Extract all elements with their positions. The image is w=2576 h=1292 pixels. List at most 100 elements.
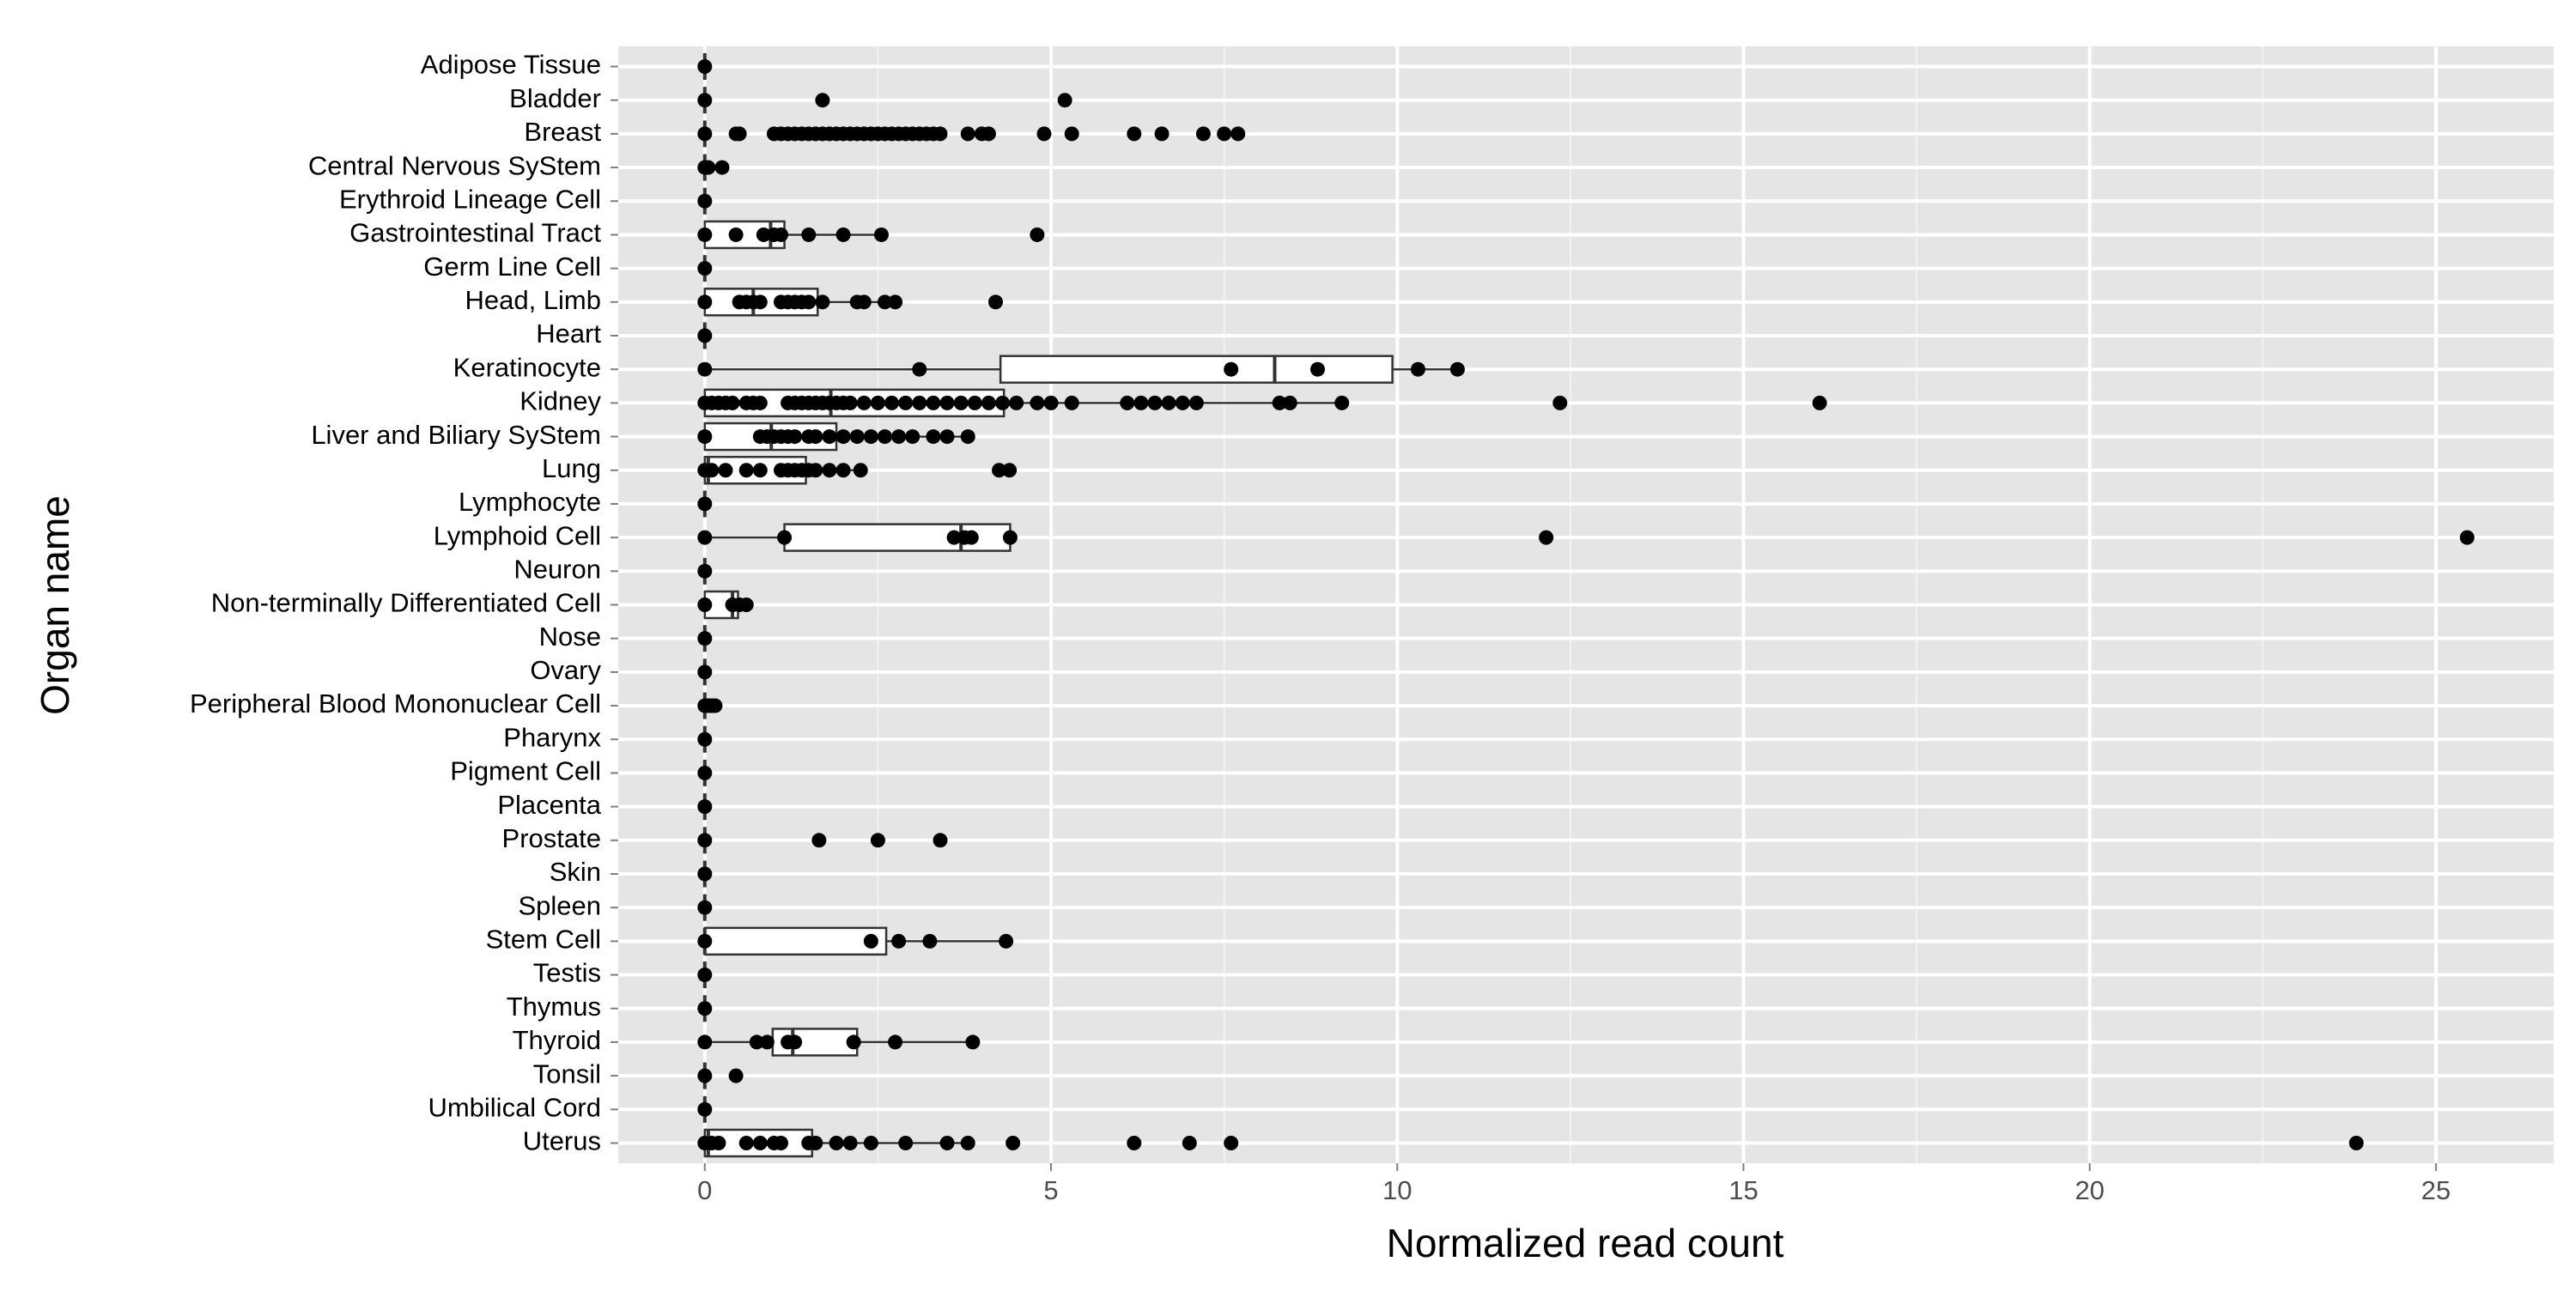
y-tick-label: Bladder [509,83,601,113]
point [835,227,851,242]
y-tick-label: Pharynx [503,722,601,752]
point [697,1034,713,1050]
y-tick-label: Kidney [519,386,601,416]
point [1002,463,1018,478]
point [1005,1135,1021,1150]
point [898,1135,914,1150]
y-tick-label: Tonsil [533,1058,601,1089]
y-tick-label: Head, Limb [465,285,601,315]
point [756,227,771,242]
point [801,227,817,242]
point [697,563,713,579]
point [801,294,817,310]
point [1154,126,1170,142]
point [1449,361,1465,377]
point [697,261,713,276]
point [697,496,713,512]
point [697,597,713,612]
point [2348,1135,2364,1150]
point [808,429,823,445]
point [960,429,975,445]
point [697,1068,713,1083]
y-tick-label: Thyroid [513,1025,601,1055]
point [697,833,713,848]
point [884,395,900,410]
point [815,93,830,108]
x-tick-label: 15 [1728,1175,1758,1205]
point [808,463,823,478]
point [877,294,892,310]
x-tick-label: 10 [1382,1175,1412,1205]
point [697,126,713,142]
point [1224,361,1239,377]
point [842,395,858,410]
point [1812,395,1827,410]
point [822,429,837,445]
point [1195,126,1211,142]
y-tick-label: Ovary [530,655,601,685]
point [787,1034,803,1050]
point [697,429,713,445]
y-tick-label: Non-terminally Differentiated Cell [211,588,601,618]
x-tick-label: 20 [2075,1175,2104,1205]
y-tick-label: Prostate [502,823,601,853]
y-tick-label: Lung [542,453,601,483]
point [718,463,733,478]
point [1182,1135,1197,1150]
point [752,463,768,478]
point [912,361,927,377]
point [701,160,716,175]
point [981,126,996,142]
point [738,597,754,612]
point [732,126,747,142]
x-tick-label: 0 [697,1175,712,1205]
point [697,227,713,242]
y-tick-label: Lymphoid Cell [434,520,601,550]
y-tick-label: Peripheral Blood Mononuclear Cell [190,688,601,719]
point [1282,395,1297,410]
point [835,429,851,445]
point [1120,395,1135,410]
point [728,1068,744,1083]
point [933,126,948,142]
point [752,395,768,410]
point [728,227,744,242]
x-tick-label: 5 [1043,1175,1058,1205]
point [697,93,713,108]
point [697,530,713,545]
point [1057,93,1072,108]
point [960,126,975,142]
point [752,1135,768,1150]
y-tick-label: Liver and Biliary SyStem [311,420,601,450]
point [704,463,720,478]
point [777,530,793,545]
point [1030,227,1045,242]
point [697,1101,713,1117]
y-tick-label: Adipose Tissue [421,50,601,80]
point [697,765,713,780]
point [697,967,713,983]
point [697,731,713,747]
point [1043,395,1059,410]
point [891,429,907,445]
point [697,631,713,646]
point [1147,395,1163,410]
point [870,833,885,848]
y-tick-label: Thymus [507,992,601,1022]
point [877,429,892,445]
point [870,395,885,410]
y-tick-label: Stem Cell [486,925,601,955]
point [829,1135,844,1150]
point [725,395,740,410]
point [697,1001,713,1016]
point [697,328,713,343]
x-tick-label: 25 [2421,1175,2451,1205]
box [999,355,1394,384]
point [1009,395,1024,410]
point [697,900,713,915]
point [714,160,730,175]
point [697,361,713,377]
point [815,294,830,310]
point [888,294,903,310]
